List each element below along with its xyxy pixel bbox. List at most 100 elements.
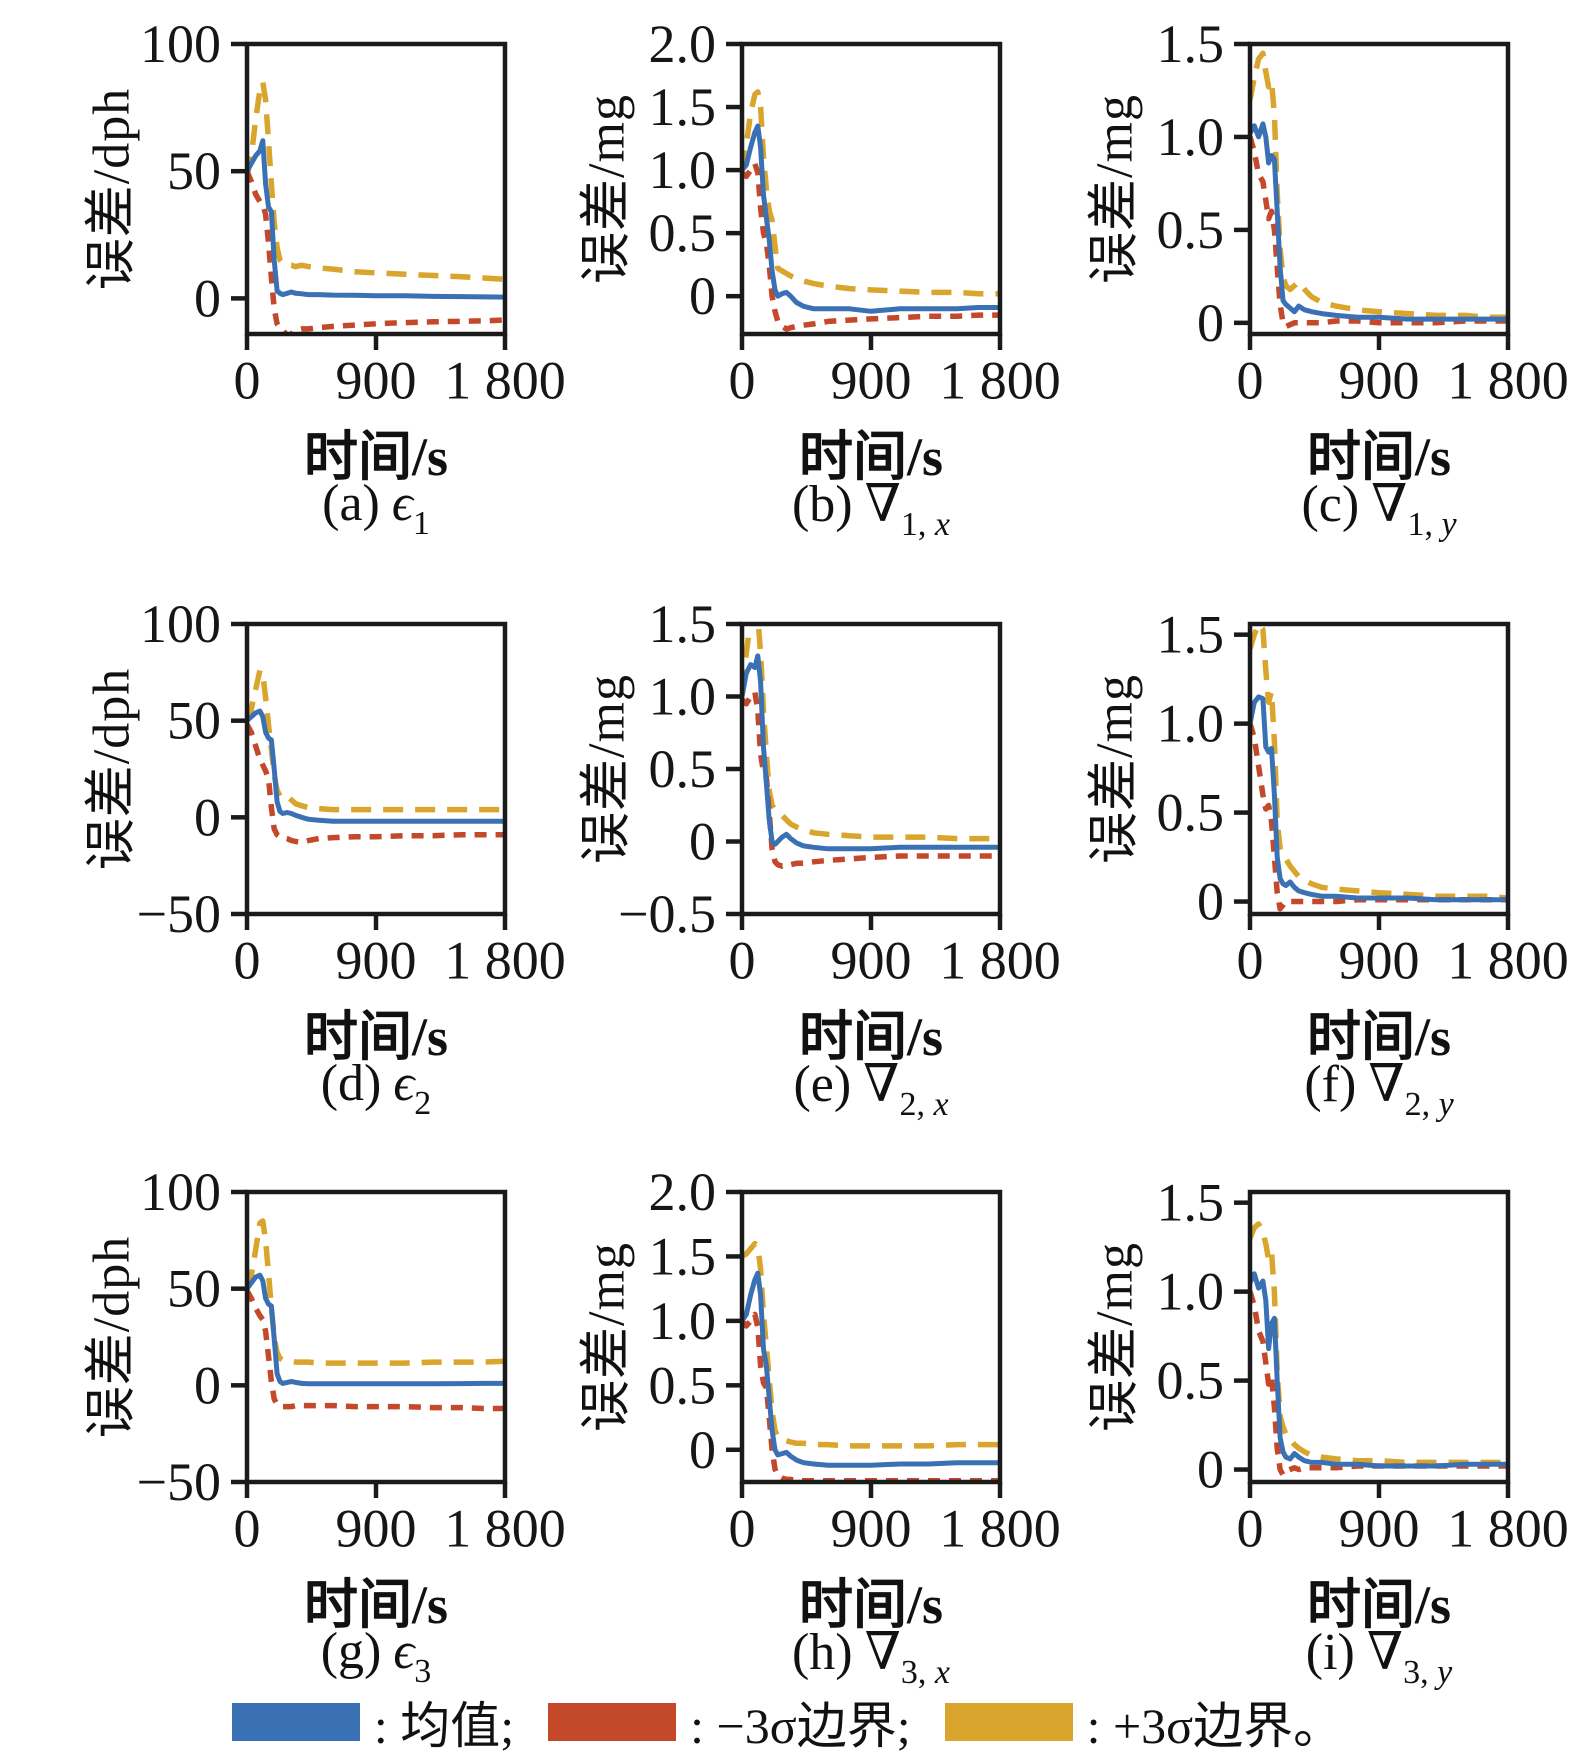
y-tick-label: 100 <box>140 594 221 654</box>
y-axis-label: 误差/dph <box>83 667 141 871</box>
plot-box <box>739 621 1003 917</box>
subplot-caption: (e) ∇2, x <box>793 1054 948 1124</box>
x-tick-label: 1 800 <box>939 350 1061 410</box>
caption-sub-num: 1, <box>1407 506 1442 543</box>
x-axis-label: 时间/s <box>798 427 944 487</box>
y-tick-label: 0 <box>194 787 221 847</box>
plot-canvas-a: 0 50 100 0 900 1 800 <box>140 14 566 410</box>
x-tick-label: 0 <box>234 930 261 990</box>
mean-line <box>742 653 1000 852</box>
subplot-h: 0 0.5 1.0 1.5 2.0 0 900 1 800 误差/mg 时间/s (h) ∇3,… <box>535 1162 1080 1724</box>
lower-bound-line <box>247 723 505 846</box>
y-tick-label: 1.0 <box>649 1291 717 1351</box>
caption-index: (b) <box>791 476 853 533</box>
y-tick-label: 0 <box>689 812 716 872</box>
y-tick-label: 1.0 <box>649 667 717 727</box>
subplot-caption: (b) ∇1, x <box>792 474 950 544</box>
upper-bound-line <box>742 1240 1000 1449</box>
x-tick-label: 1 800 <box>1447 930 1569 990</box>
mean-line <box>247 138 505 300</box>
x-tick-label: 0 <box>1237 1498 1264 1558</box>
upper-bound-line <box>1250 1221 1508 1466</box>
x-tick-label: 1 800 <box>444 350 566 410</box>
plot-box <box>244 621 508 917</box>
upper-bound-line <box>247 1218 505 1366</box>
caption-symbol: ∇ <box>1368 1056 1405 1113</box>
subplot-e: −0.5 0 0.5 1.0 1.5 0 900 1 800 误差/mg 时间/s (e) ∇2… <box>535 594 1080 1156</box>
y-tick-label: 50 <box>167 1259 221 1319</box>
upper-bound-line <box>1250 50 1508 321</box>
x-tick-label: 1 800 <box>1447 1498 1569 1558</box>
upper-bound-swatch <box>944 1703 1073 1741</box>
plot-canvas-c: 0 0.5 1.0 1.5 0 900 1 800 <box>1157 14 1569 410</box>
caption-index: (d) <box>320 1055 382 1112</box>
caption-index: (i) <box>1305 1624 1355 1681</box>
y-tick-label: 0 <box>1197 872 1224 932</box>
plot-box <box>1247 41 1511 337</box>
subplot-b: 0 0.5 1.0 1.5 2.0 0 900 1 800 误差/mg 时间/s (b) ∇1,… <box>535 14 1080 576</box>
y-tick-label: 1.0 <box>1157 107 1225 167</box>
caption-subscript: 2, x <box>899 1086 948 1123</box>
x-tick-label: 0 <box>234 1498 261 1558</box>
caption-sub-var: y <box>1437 1654 1453 1691</box>
upper-bound-line <box>1250 624 1508 901</box>
caption-sub-num: 2, <box>899 1086 934 1123</box>
mean-line <box>1250 694 1508 903</box>
caption-sub-var: x <box>934 506 951 543</box>
x-tick-label: 900 <box>831 1498 912 1558</box>
caption-sub-num: 3, <box>900 1654 935 1691</box>
caption-symbol: ϵ <box>393 1623 415 1680</box>
y-tick-label: 0.5 <box>649 203 717 263</box>
y-tick-label: 0 <box>1197 293 1224 353</box>
x-axis-label: 时间/s <box>798 1007 944 1067</box>
caption-symbol: ϵ <box>393 1055 415 1112</box>
y-tick-label: 1.5 <box>1157 14 1225 74</box>
x-axis-label: 时间/s <box>1306 1007 1452 1067</box>
y-axis-label: 误差/mg <box>578 1242 636 1432</box>
x-tick-label: 1 800 <box>1447 350 1569 410</box>
plot-canvas-h: 00.51.01.52.00 900 1 800 <box>649 1162 1061 1558</box>
mean-line <box>1250 1271 1508 1469</box>
y-axis-label: 误差/mg <box>578 674 636 864</box>
caption-symbol: ∇ <box>863 1056 900 1113</box>
plot-box <box>739 1189 1003 1485</box>
plot-canvas-e: −0.500.51.01.50 900 1 800 <box>618 594 1061 990</box>
legend-label-lower-bound: : −3σ边界; <box>690 1698 911 1754</box>
x-tick-label: 900 <box>336 930 417 990</box>
y-tick-label: 1.5 <box>649 594 717 654</box>
subplot-g: −50 0 50 100 0 900 1 800 误差/dph 时间/s (g) ϵ3 <box>40 1162 585 1724</box>
y-tick-label: 2.0 <box>649 1162 717 1222</box>
mean-line <box>742 1270 1000 1468</box>
mean-line <box>247 708 505 824</box>
caption-symbol: ∇ <box>1371 476 1408 533</box>
x-axis-label: 时间/s <box>303 1575 449 1635</box>
y-tick-label: 50 <box>167 691 221 751</box>
x-tick-label: 1 800 <box>939 930 1061 990</box>
caption-index: (c) <box>1301 476 1360 533</box>
x-tick-label: 900 <box>1339 1498 1420 1558</box>
x-tick-label: 0 <box>1237 350 1264 410</box>
y-axis-label: 误差/mg <box>1086 674 1144 864</box>
y-tick-label: 1.5 <box>649 1226 717 1286</box>
y-tick-label: 50 <box>167 141 221 201</box>
caption-index: (f) <box>1304 1056 1357 1113</box>
y-axis-label: 误差/dph <box>83 1235 141 1439</box>
mean-line <box>742 123 1000 314</box>
x-axis-label: 时间/s <box>798 1575 944 1635</box>
caption-sub-var: x <box>933 1086 949 1123</box>
caption-subscript: 1, y <box>1407 506 1456 543</box>
lower-bound-line <box>742 161 1000 332</box>
plot-canvas-b: 00.51.01.52.00 900 1 800 <box>649 14 1061 410</box>
y-tick-label: 0 <box>194 1355 221 1415</box>
y-tick-label: 0.5 <box>1157 1351 1225 1411</box>
x-tick-label: 0 <box>1237 930 1264 990</box>
mean-line <box>247 1272 505 1387</box>
caption-sub-num: 3, <box>1403 1654 1438 1691</box>
y-tick-label: 0 <box>689 1420 716 1480</box>
caption-subscript: 3 <box>414 1653 431 1690</box>
caption-subscript: 1, x <box>901 506 950 543</box>
subplot-d: −50 0 50 100 0 900 1 800 误差/dph 时间/s (d) ϵ2 <box>40 594 585 1156</box>
caption-sub-num: 3 <box>414 1653 432 1690</box>
